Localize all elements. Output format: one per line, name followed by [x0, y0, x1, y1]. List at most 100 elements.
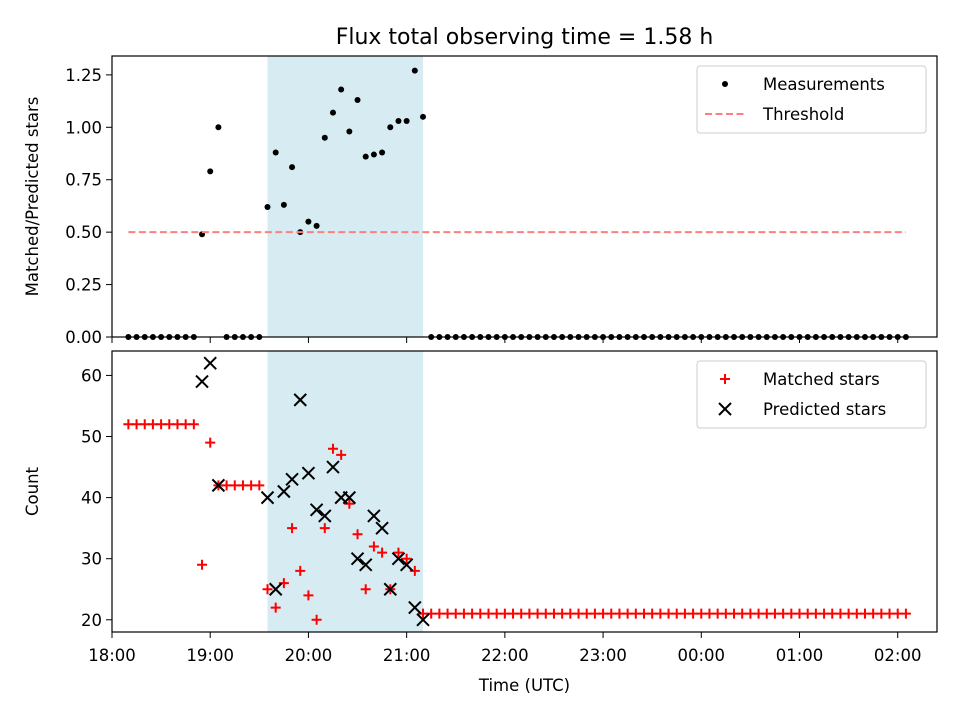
matched-star-point	[188, 419, 199, 430]
predicted-star-point	[367, 509, 381, 523]
axes-frame	[111, 55, 938, 338]
legend: Measurements Threshold	[696, 65, 927, 134]
y-tick-label: 50	[81, 428, 102, 447]
matched-star-point	[287, 523, 298, 534]
predicted-star-point	[350, 551, 365, 566]
matched-star-point	[336, 449, 347, 460]
measurement-point	[346, 128, 353, 135]
predicted-star-point	[301, 466, 316, 480]
predicted-star-point	[359, 558, 373, 572]
measurement-point	[207, 168, 214, 175]
legend-marker-plus	[720, 374, 730, 384]
measurement-point	[305, 218, 312, 225]
matched-star-point	[197, 559, 208, 570]
legend-label: Matched stars	[763, 370, 880, 389]
y-tick-label: 0.50	[65, 223, 102, 242]
x-tick-label: 19:00	[186, 646, 234, 665]
legend-label: Measurements	[763, 75, 885, 94]
x-tick-label: 22:00	[481, 646, 529, 665]
predicted-star-point	[293, 393, 307, 407]
legend-box	[696, 65, 927, 134]
matched-star-point	[311, 614, 322, 625]
axes-frame	[111, 350, 938, 633]
predicted-star-point	[383, 582, 397, 596]
measurement-point	[264, 203, 271, 210]
y-axis-label: Matched/Predicted stars	[23, 97, 42, 297]
measurement-point	[280, 201, 287, 208]
y-tick-label: 1.00	[65, 118, 102, 137]
x-tick-label: 23:00	[579, 646, 627, 665]
top-axes: Flux total observing time = 1.58 h 0.00 0.…	[23, 25, 938, 347]
y-tick-label: 0.75	[65, 171, 102, 190]
x-tick-label: 00:00	[678, 646, 726, 665]
matched-star-point	[401, 553, 412, 564]
legend: Matched stars Predicted stars	[696, 360, 927, 429]
matched-star-point	[295, 565, 306, 576]
matched-star-point	[319, 523, 330, 534]
y-tick-label: 1.25	[65, 66, 102, 85]
predicted-star-point	[391, 551, 406, 566]
y-tick-label: 40	[81, 489, 102, 508]
predicted-star-point	[326, 460, 340, 474]
predicted-star-point	[399, 558, 414, 572]
bottom-axes: 20 30 40 50 60 18:00 19:00 20:00 21:00 22:00 23:00…	[23, 350, 938, 695]
x-tick-label: 18:00	[88, 646, 136, 665]
measurement-point	[379, 149, 386, 156]
x-tick-label: 01:00	[776, 646, 824, 665]
matched-star-point	[352, 529, 363, 540]
matched-star-point	[377, 547, 388, 558]
matched-star-point	[254, 480, 265, 491]
predicted-star-point	[268, 582, 283, 596]
measurement-point	[395, 118, 402, 125]
predicted-star-point	[285, 472, 299, 486]
y-axis-label: Count	[23, 466, 42, 516]
matched-star-point	[205, 437, 216, 448]
measurement-point	[354, 97, 361, 104]
predicted-star-point	[342, 490, 357, 505]
y-tick-label: 30	[81, 550, 102, 569]
chart-title: Flux total observing time = 1.58 h	[336, 25, 714, 50]
matched-star-point	[393, 547, 404, 558]
x-tick-label: 20:00	[285, 646, 333, 665]
measurement-point	[370, 151, 377, 158]
matched-star-point	[327, 443, 338, 454]
shaded-region	[267, 56, 424, 337]
measurement-point	[272, 149, 279, 156]
matched-star-point	[368, 541, 379, 552]
measurement-point	[321, 134, 328, 141]
matched-star-point	[900, 608, 911, 619]
predicted-star-point	[277, 484, 291, 499]
y-tick-label: 0.00	[65, 328, 102, 347]
measurement-point	[362, 153, 369, 160]
measurement-point	[313, 222, 320, 229]
y-tick-label: 20	[81, 611, 102, 630]
x-axis-label: Time (UTC)	[478, 676, 570, 695]
legend-label: Predicted stars	[763, 400, 886, 419]
predicted-star-point	[408, 600, 422, 615]
legend-label: Threshold	[762, 105, 844, 124]
predicted-star-point	[416, 613, 430, 627]
y-tick-label: 60	[81, 366, 102, 385]
matched-star-point	[360, 584, 371, 595]
x-tick-label: 02:00	[874, 646, 922, 665]
predicted-star-point	[318, 509, 332, 523]
measurement-point	[420, 113, 427, 120]
predicted-star-point	[211, 478, 226, 493]
predicted-star-point	[375, 521, 389, 535]
predicted-star-point	[309, 503, 324, 517]
measurement-point	[338, 86, 345, 93]
x-tick-label: 21:00	[383, 646, 431, 665]
predicted-star-point	[195, 374, 209, 389]
legend-marker-x	[718, 402, 732, 416]
predicted-star-point	[203, 356, 217, 370]
measurement-point	[289, 164, 296, 171]
matched-star-point	[270, 602, 281, 613]
predicted-star-point	[260, 490, 275, 505]
matched-star-point	[262, 584, 273, 595]
legend-box	[696, 360, 927, 429]
shaded-region	[267, 351, 424, 632]
measurement-point	[215, 124, 222, 131]
matched-star-point	[303, 590, 314, 601]
legend-marker-dot	[722, 81, 728, 87]
y-tick-label: 0.25	[65, 276, 102, 295]
